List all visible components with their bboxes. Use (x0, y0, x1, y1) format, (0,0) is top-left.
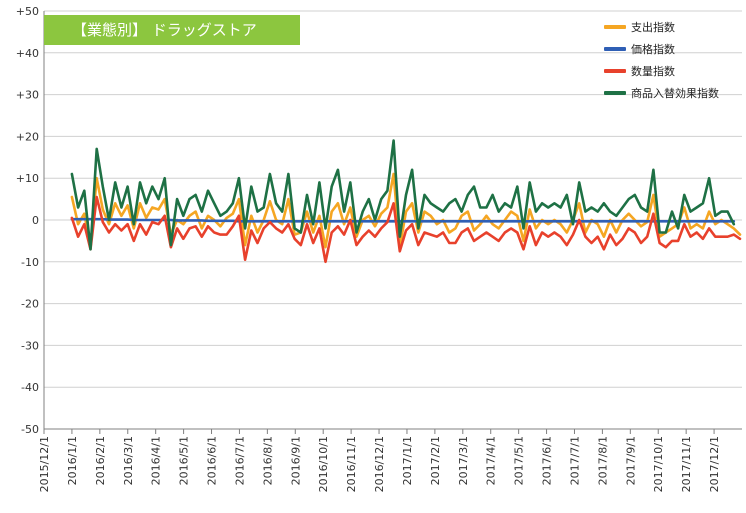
x-tick-label: 2016/12/1 (373, 436, 386, 492)
x-tick-label: 2017/4/1 (485, 436, 498, 485)
y-tick-label: -20 (21, 298, 39, 311)
series-line (70, 195, 742, 264)
x-tick-label: 2017/8/1 (596, 436, 609, 485)
legend-item: 支出指数 (604, 16, 744, 38)
x-tick-label: 2016/11/1 (345, 436, 358, 492)
x-tick-label: 2015/12/1 (38, 436, 51, 492)
x-tick-label: 2017/9/1 (624, 436, 637, 485)
y-tick-label: +10 (16, 172, 39, 185)
legend-swatch (604, 91, 626, 95)
x-tick-label: 2017/5/1 (513, 436, 526, 485)
x-tick-label: 2016/9/1 (289, 436, 302, 485)
x-tick-label: 2017/12/1 (708, 436, 721, 492)
y-tick-label: -40 (21, 381, 39, 394)
x-tick-label: 2017/6/1 (541, 436, 554, 485)
series-line (70, 172, 742, 249)
x-tick-label: 2016/10/1 (317, 436, 330, 492)
x-tick-label: 2017/7/1 (568, 436, 581, 485)
x-tick-label: 2016/3/1 (122, 436, 135, 485)
x-tick-label: 2017/11/1 (680, 436, 693, 492)
legend-label: 支出指数 (631, 21, 675, 34)
x-tick-label: 2016/2/1 (94, 436, 107, 485)
y-tick-label: +30 (16, 89, 39, 102)
x-tick-label: 2016/6/1 (206, 436, 219, 485)
x-tick-labels: 2015/12/1 2016/1/1 2016/2/1 2016/3/1 2016/4/… (38, 429, 721, 492)
x-tick-label: 2017/10/1 (652, 436, 665, 492)
legend-item: 商品入替効果指数 (604, 82, 744, 104)
y-tick-label: +20 (16, 130, 39, 143)
legend-label: 価格指数 (631, 43, 675, 56)
x-tick-label: 2017/2/1 (429, 436, 442, 485)
y-tick-label: -10 (21, 256, 39, 269)
legend-label: 数量指数 (631, 65, 675, 78)
y-tick-label: +50 (16, 5, 39, 18)
legend-swatch (604, 69, 626, 73)
series-lines (70, 139, 742, 264)
x-tick-label: 2016/4/1 (150, 436, 163, 485)
y-tick-labels: +50 +40 +30 +20 +10 0 -10 -20 -30 -40 -50 (16, 5, 39, 436)
x-tick-label: 2016/8/1 (261, 436, 274, 485)
axes (43, 11, 742, 430)
y-tick-label: 0 (32, 214, 39, 227)
y-tick-label: +40 (16, 47, 39, 60)
legend-swatch (604, 25, 626, 29)
y-tick-label: -50 (21, 423, 39, 436)
x-tick-label: 2016/7/1 (233, 436, 246, 485)
x-tick-label: 2017/3/1 (457, 436, 470, 485)
y-tick-label: -30 (21, 339, 39, 352)
legend-label: 商品入替効果指数 (631, 87, 719, 100)
legend: 支出指数 価格指数 数量指数 商品入替効果指数 (604, 16, 744, 104)
x-tick-label: 2016/1/1 (66, 436, 79, 485)
x-tick-label: 2016/5/1 (178, 436, 191, 485)
legend-item: 数量指数 (604, 60, 744, 82)
series-line (70, 139, 736, 251)
x-tick-label: 2017/1/1 (401, 436, 414, 485)
legend-swatch (604, 47, 626, 51)
legend-item: 価格指数 (604, 38, 744, 60)
chart-title: 【業態別】 ドラッグストア (44, 15, 300, 45)
